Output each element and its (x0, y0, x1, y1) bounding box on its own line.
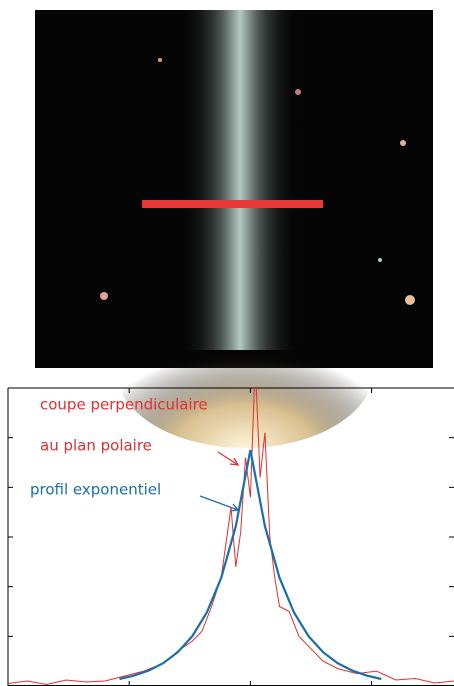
annotation: coupe perpendiculaire (40, 396, 208, 414)
cut-line (142, 200, 323, 208)
galaxy-image (35, 10, 433, 448)
annotation-arrows (199, 451, 240, 512)
annotation: au plan polaire (40, 437, 152, 455)
series-line (8, 388, 454, 686)
annotation: profil exponentiel (30, 481, 161, 499)
series-line (119, 449, 382, 681)
